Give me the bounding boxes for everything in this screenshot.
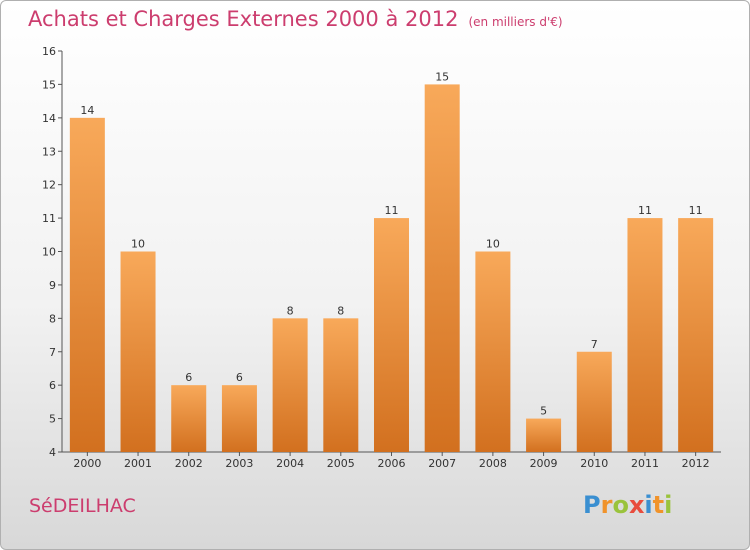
data-label: 5 bbox=[540, 405, 547, 418]
bar bbox=[272, 318, 308, 452]
x-tick-label: 2010 bbox=[580, 457, 608, 470]
data-label: 6 bbox=[236, 371, 243, 384]
commune-name: SéDEILHAC bbox=[29, 495, 136, 517]
chart-title: Achats et Charges Externes 2000 à 2012 (e… bbox=[28, 7, 563, 31]
y-tick-label: 14 bbox=[42, 112, 56, 125]
x-tick-label: 2003 bbox=[225, 457, 253, 470]
bar bbox=[171, 385, 207, 452]
x-tick-label: 2001 bbox=[124, 457, 152, 470]
y-tick-label: 16 bbox=[42, 45, 56, 58]
data-label: 10 bbox=[486, 238, 500, 251]
x-tick-label: 2009 bbox=[530, 457, 558, 470]
bar bbox=[323, 318, 359, 452]
chart-labels: 2000 14 2001 10 2002 6 2003 6 2004 8 2005 8 2006 11 20… bbox=[73, 70, 709, 470]
chart-subtitle: (en milliers d'€) bbox=[468, 15, 563, 29]
data-label: 8 bbox=[287, 304, 294, 317]
data-label: 11 bbox=[385, 204, 399, 217]
data-label: 8 bbox=[337, 304, 344, 317]
chart-bars bbox=[69, 84, 714, 453]
x-tick-label: 2008 bbox=[479, 457, 507, 470]
y-tick-label: 8 bbox=[49, 312, 56, 325]
logo-letter: i bbox=[664, 491, 673, 519]
bar bbox=[69, 117, 105, 452]
data-label: 11 bbox=[638, 204, 652, 217]
y-tick-label: 4 bbox=[49, 446, 56, 459]
data-label: 6 bbox=[185, 371, 192, 384]
y-tick-label: 7 bbox=[49, 346, 56, 359]
x-tick-label: 2000 bbox=[73, 457, 101, 470]
logo-letter: x bbox=[628, 491, 645, 519]
y-tick-label: 11 bbox=[42, 212, 56, 225]
bar bbox=[526, 418, 562, 452]
data-label: 10 bbox=[131, 238, 145, 251]
y-tick-label: 15 bbox=[42, 78, 56, 91]
logo-letter: P bbox=[583, 491, 601, 519]
x-tick-label: 2007 bbox=[428, 457, 456, 470]
x-tick-label: 2006 bbox=[378, 457, 406, 470]
y-tick-label: 5 bbox=[49, 413, 56, 426]
x-tick-label: 2004 bbox=[276, 457, 304, 470]
bar bbox=[576, 351, 612, 452]
data-label: 14 bbox=[80, 104, 94, 117]
logo-letter: i bbox=[644, 491, 653, 519]
x-tick-label: 2005 bbox=[327, 457, 355, 470]
y-tick-label: 10 bbox=[42, 246, 56, 259]
bar bbox=[120, 251, 156, 452]
chart-title-text: Achats et Charges Externes 2000 à 2012 bbox=[28, 7, 459, 31]
logo-letter: r bbox=[600, 491, 613, 519]
y-tick-label: 12 bbox=[42, 179, 56, 192]
bar bbox=[678, 218, 714, 452]
proxiti-logo: Proxiti bbox=[583, 491, 672, 519]
bar bbox=[424, 84, 460, 453]
data-label: 15 bbox=[435, 70, 449, 83]
bar bbox=[475, 251, 511, 452]
y-tick-label: 13 bbox=[42, 145, 56, 158]
x-tick-label: 2011 bbox=[631, 457, 659, 470]
bar bbox=[627, 218, 663, 452]
bar bbox=[221, 385, 257, 452]
y-tick-label: 6 bbox=[49, 379, 56, 392]
logo-letter: o bbox=[612, 491, 629, 519]
y-tick-label: 9 bbox=[49, 279, 56, 292]
x-tick-label: 2002 bbox=[175, 457, 203, 470]
logo-letter: t bbox=[652, 491, 665, 519]
bar bbox=[374, 218, 409, 452]
x-tick-label: 2012 bbox=[682, 457, 710, 470]
data-label: 7 bbox=[591, 338, 598, 351]
data-label: 11 bbox=[689, 204, 703, 217]
